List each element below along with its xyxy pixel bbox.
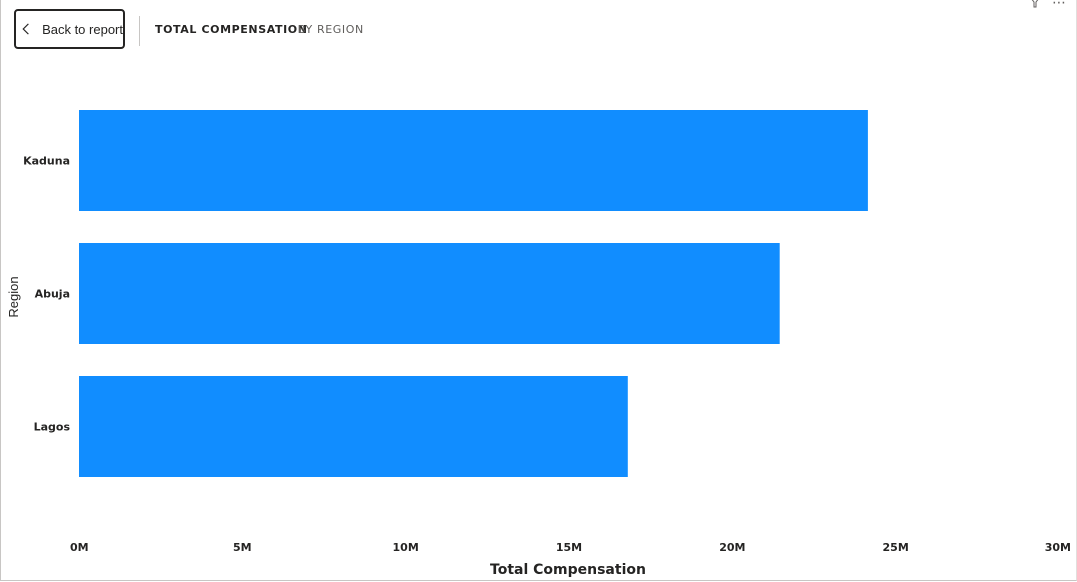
y-axis-title: Region bbox=[6, 276, 21, 317]
filter-icon[interactable] bbox=[1029, 0, 1041, 8]
x-tick-label: 15M bbox=[556, 541, 582, 554]
x-tick-label: 0M bbox=[70, 541, 89, 554]
category-label-abuja: Abuja bbox=[35, 288, 70, 301]
bar-kaduna[interactable] bbox=[79, 110, 868, 211]
x-tick-label: 20M bbox=[719, 541, 745, 554]
x-tick-label: 5M bbox=[233, 541, 252, 554]
more-options-icon[interactable]: ⋯ bbox=[1052, 0, 1067, 10]
x-tick-label: 10M bbox=[393, 541, 419, 554]
header-divider bbox=[139, 16, 140, 46]
bar-lagos[interactable] bbox=[79, 376, 628, 477]
category-label-lagos: Lagos bbox=[34, 421, 71, 434]
bar-abuja[interactable] bbox=[79, 243, 780, 344]
x-axis-title: Total Compensation bbox=[490, 562, 646, 578]
x-tick-label: 25M bbox=[883, 541, 909, 554]
x-tick-label: 30M bbox=[1045, 541, 1071, 554]
breadcrumb-measure: TOTAL COMPENSATION bbox=[155, 23, 308, 36]
category-label-kaduna: Kaduna bbox=[23, 155, 70, 168]
breadcrumb-dimension: BY REGION bbox=[298, 23, 364, 36]
chevron-left-icon bbox=[22, 23, 29, 35]
back-button-label: Back to report bbox=[42, 21, 123, 37]
back-to-report-button[interactable]: Back to report bbox=[14, 9, 125, 49]
